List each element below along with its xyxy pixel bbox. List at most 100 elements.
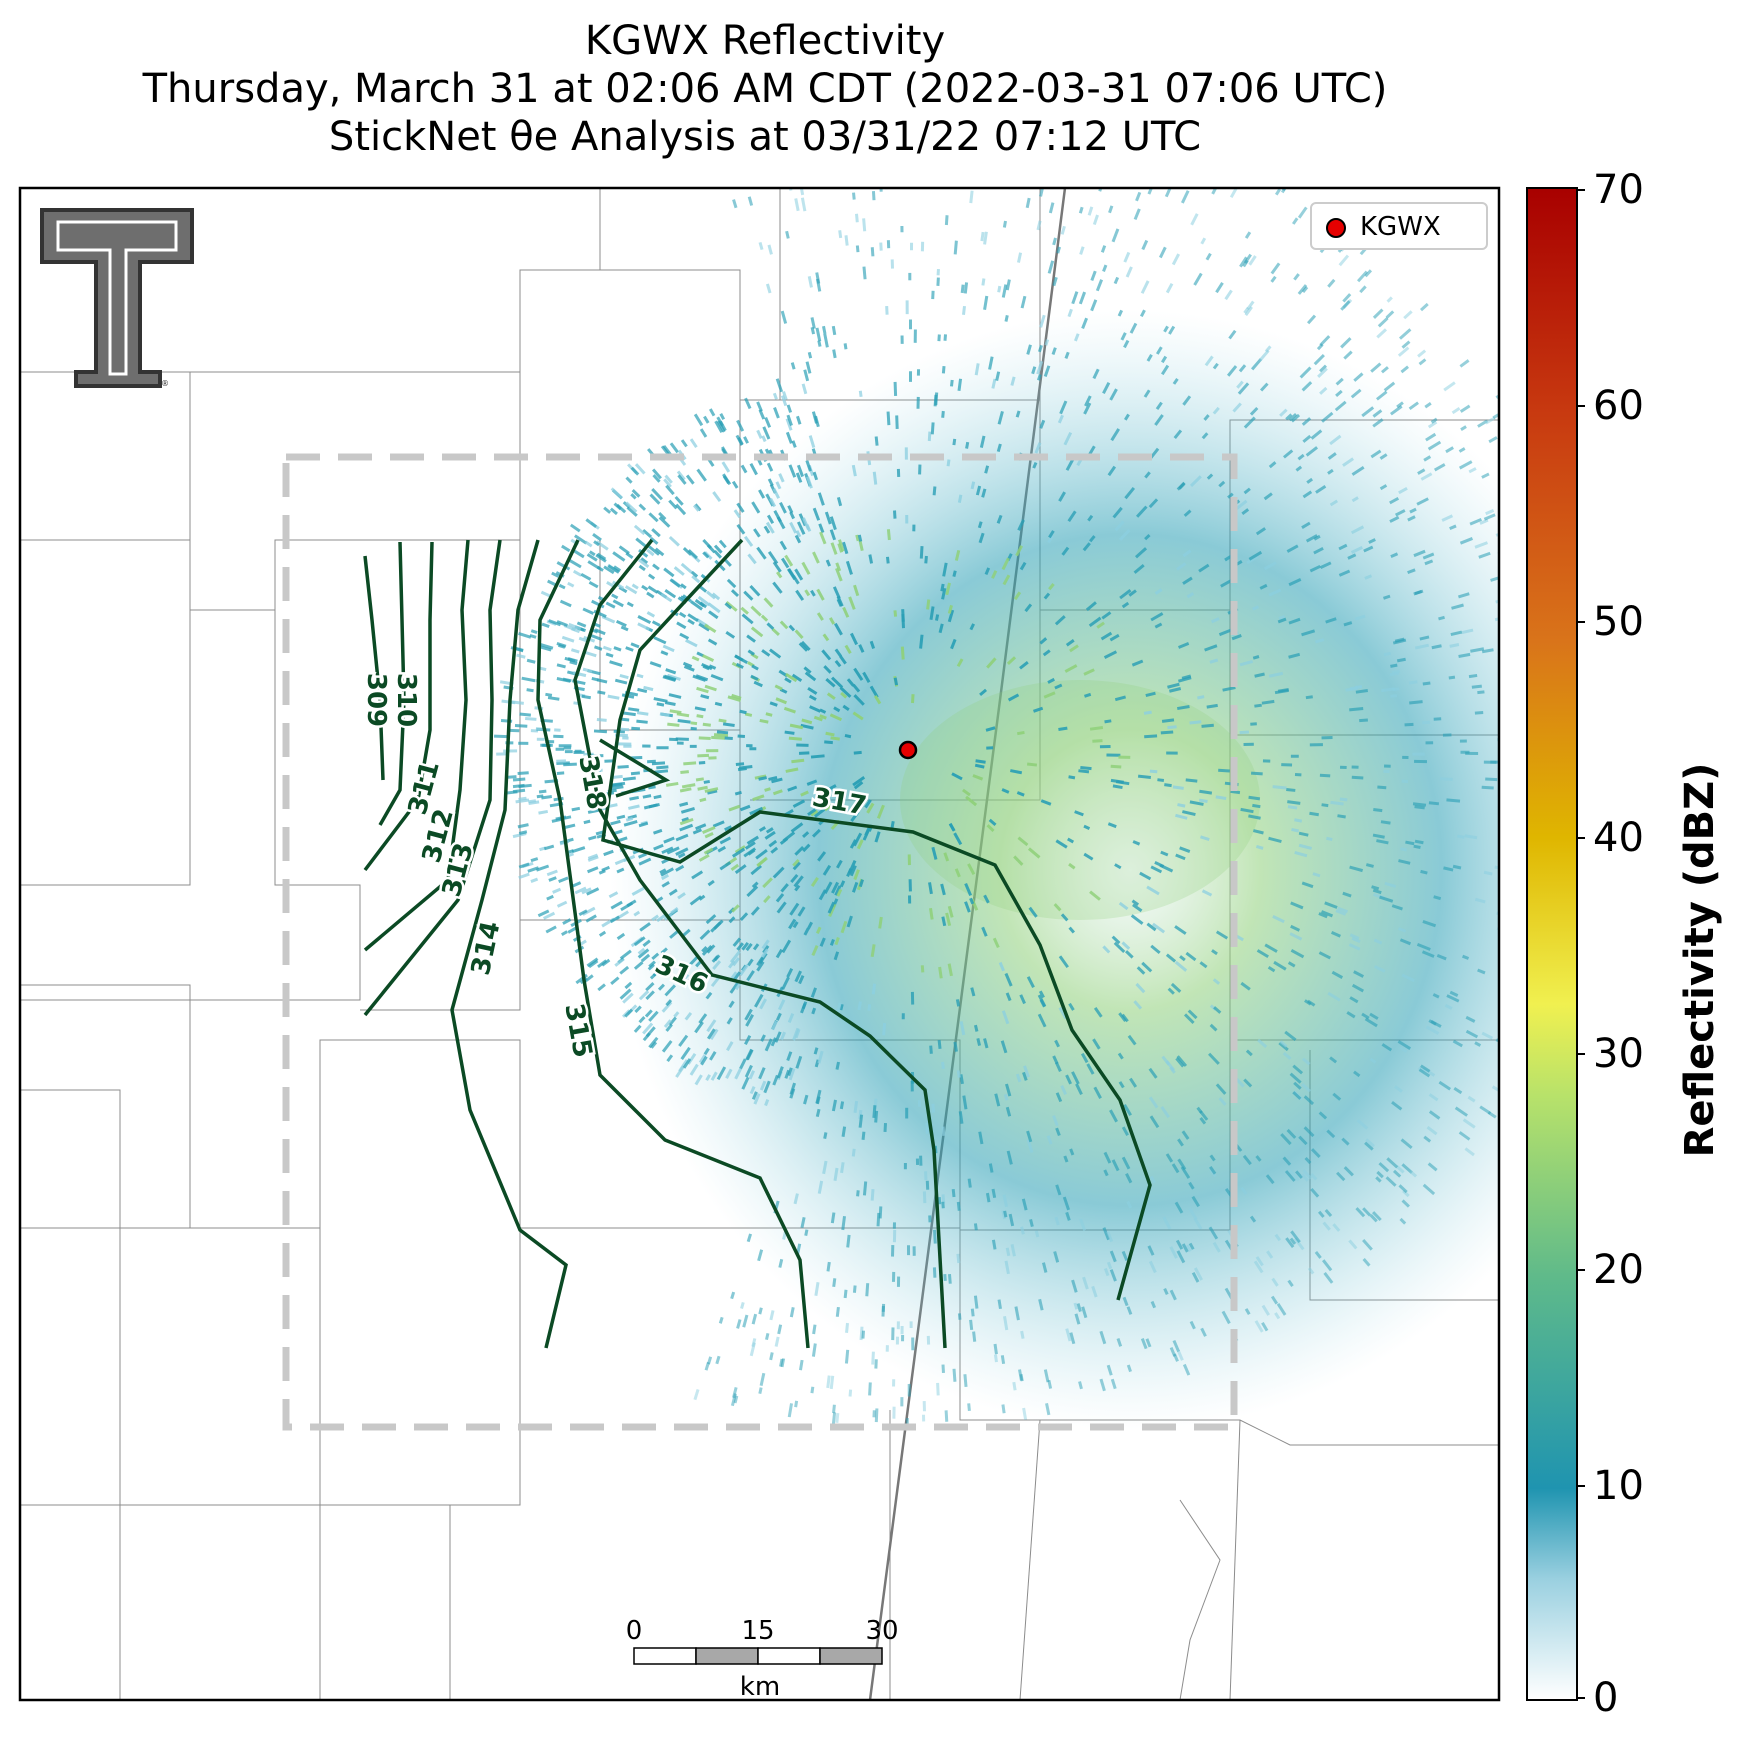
radar-gate — [1089, 890, 1101, 901]
radar-gate — [1024, 603, 1033, 613]
radar-gate — [830, 1212, 836, 1224]
contour-311 — [363, 541, 434, 872]
radar-gate — [1282, 1156, 1292, 1166]
radar-gate — [941, 1201, 945, 1209]
radar-gate — [947, 963, 953, 977]
radar-gate — [506, 775, 517, 779]
radar-gate — [1146, 885, 1160, 896]
radar-gate — [903, 1162, 907, 1170]
radar-gate — [1034, 157, 1038, 164]
radar-gate — [1587, 797, 1597, 801]
radar-gate — [607, 694, 620, 700]
radar-gate — [812, 507, 821, 521]
radar-gate — [944, 1410, 949, 1422]
radar-gate — [642, 939, 651, 947]
radar-gate — [609, 915, 620, 924]
radar-gate — [833, 706, 841, 713]
radar-gate — [786, 568, 797, 581]
radar-gate — [661, 1040, 673, 1053]
radar-gate — [1397, 927, 1407, 933]
radar-gate — [1208, 1226, 1219, 1240]
radar-gate — [1348, 1239, 1358, 1250]
radar-gate — [1181, 190, 1190, 204]
radar-gate — [701, 946, 708, 953]
radar-gate — [593, 729, 607, 734]
radar-gate — [676, 470, 686, 481]
radar-gate — [714, 420, 724, 433]
radar-gate — [844, 733, 852, 739]
radar-gate — [1332, 1092, 1342, 1101]
radar-gate — [1034, 1230, 1040, 1238]
radar-gate — [705, 914, 717, 925]
radar-gate — [661, 846, 674, 855]
radar-gate — [1190, 213, 1199, 226]
radar-gate — [1458, 1131, 1471, 1141]
radar-gate — [1182, 1363, 1191, 1376]
radar-gate — [724, 736, 733, 740]
radar-gate — [1442, 733, 1452, 737]
radar-gate — [605, 601, 616, 609]
radar-gate — [1154, 622, 1163, 629]
radar-gate — [687, 613, 699, 623]
radar-gate — [653, 828, 663, 835]
analysis-domain-box — [282, 453, 1238, 1431]
radar-gate — [911, 694, 915, 704]
radar-gate — [840, 920, 848, 934]
radar-gate — [933, 394, 938, 407]
radar-gate — [656, 765, 669, 770]
radar-gate — [952, 570, 957, 578]
radar-gate — [696, 686, 709, 694]
radar-gate — [815, 1089, 822, 1104]
radar-gate — [603, 506, 612, 514]
radar-gate — [564, 750, 573, 754]
radar-gate — [1306, 477, 1314, 484]
radar-gate — [1391, 1101, 1403, 1111]
radar-gate — [1371, 885, 1380, 891]
radar-gate — [564, 823, 576, 829]
radar-gate — [1270, 1295, 1279, 1305]
radar-gate — [629, 795, 639, 801]
radar-gate — [874, 831, 881, 843]
radar-gate — [1246, 300, 1255, 311]
radar-gate — [1087, 514, 1094, 522]
radar-gate — [1386, 1157, 1399, 1169]
radar-gate — [1233, 151, 1241, 163]
radar-gate — [556, 759, 566, 763]
radar-gate — [978, 532, 985, 544]
radar-gate — [1315, 638, 1325, 644]
radar-gate — [1250, 722, 1257, 726]
radar-gate — [1034, 442, 1042, 454]
radar-gate — [692, 828, 702, 835]
radar-gate — [1037, 994, 1047, 1008]
radar-gate — [1028, 127, 1032, 136]
radar-gate — [681, 783, 696, 789]
radar-gate — [835, 562, 842, 572]
radar-gate — [677, 892, 686, 900]
radar-gate — [718, 539, 727, 549]
radar-gate — [568, 559, 582, 569]
radar-gate — [728, 960, 736, 969]
radar-gate — [708, 610, 719, 620]
radar-gate — [817, 340, 822, 347]
radar-gate — [1205, 252, 1212, 261]
radar-gate — [1263, 492, 1273, 501]
radar-gate — [761, 948, 769, 958]
radar-gate — [969, 190, 974, 204]
radar-gate — [1199, 147, 1205, 156]
radar-gate — [808, 694, 817, 701]
radar-gate — [1054, 683, 1063, 690]
radar-gate — [712, 491, 722, 503]
radar-gate — [1421, 950, 1435, 958]
radar-gate — [1329, 434, 1342, 446]
colorbar-label: Reflectivity (dBZ) — [1677, 762, 1723, 1158]
radar-gate — [1267, 966, 1276, 973]
radar-gate — [1390, 405, 1403, 416]
radar-gate — [1001, 557, 1010, 571]
radar-gate — [922, 1191, 927, 1204]
radar-gate — [1165, 150, 1171, 160]
radar-gate — [1244, 1308, 1251, 1316]
radar-gate — [651, 952, 660, 961]
radar-gate — [730, 1291, 736, 1300]
radar-gate — [941, 587, 947, 600]
radar-gate — [665, 781, 679, 787]
